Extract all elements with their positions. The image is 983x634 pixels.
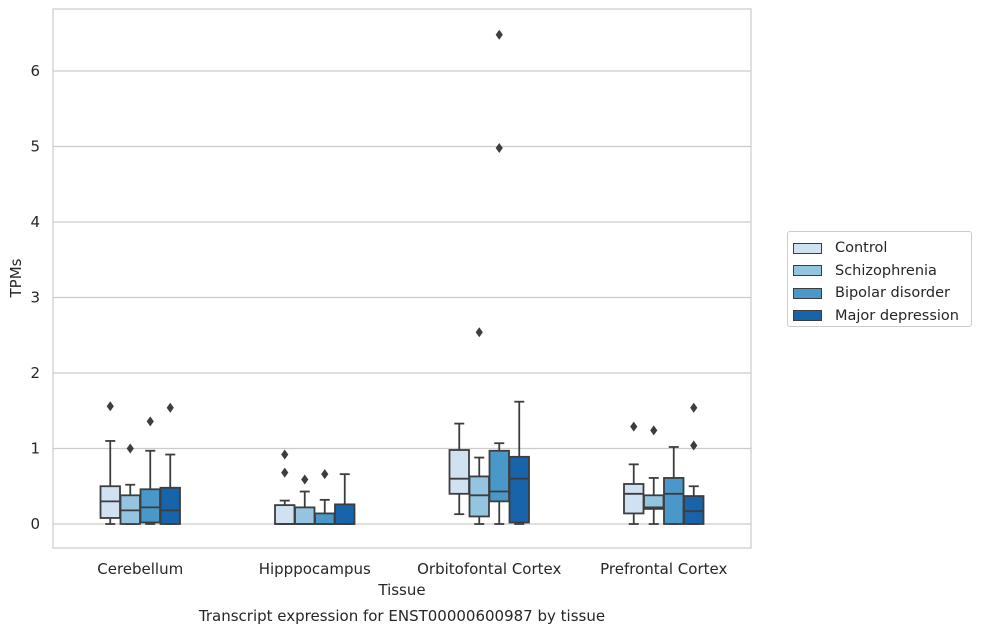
outlier-point <box>281 467 289 478</box>
outlier-point <box>495 29 503 40</box>
x-tick-label: Prefrontal Cortex <box>600 560 727 578</box>
box-group <box>274 449 296 525</box>
y-tick-label: 3 <box>30 289 40 307</box>
outlier-point <box>281 449 289 460</box>
legend-item-control: Control <box>788 237 971 260</box>
legend-item-schizophrenia: Schizophrenia <box>788 260 971 283</box>
legend-swatch <box>793 287 822 299</box>
box-group <box>99 401 121 525</box>
box <box>314 512 336 525</box>
box-group <box>314 469 336 525</box>
box-group <box>623 421 645 525</box>
x-tick-label: Orbitofontal Cortex <box>417 560 561 578</box>
outlier-point <box>126 443 134 454</box>
box <box>623 483 645 515</box>
outlier-point <box>321 469 329 480</box>
box <box>448 449 470 495</box>
box-group <box>683 402 705 525</box>
box-group <box>488 29 510 525</box>
outlier-point <box>146 416 154 427</box>
legend: Control Schizophrenia Bipolar disorder M… <box>787 231 972 327</box>
legend-item-major-depression: Major depression <box>788 305 971 328</box>
legend-label: Control <box>835 240 888 257</box>
outlier-point <box>650 425 658 436</box>
x-axis-label: Tissue <box>377 581 425 599</box>
legend-label: Bipolar disorder <box>835 285 950 302</box>
y-tick-label: 5 <box>30 138 40 156</box>
box-group <box>334 473 356 525</box>
outlier-point <box>301 474 309 485</box>
legend-label: Major depression <box>835 307 959 324</box>
box <box>683 495 705 525</box>
legend-label: Schizophrenia <box>835 262 937 279</box>
box <box>508 455 530 524</box>
box-group <box>139 416 161 525</box>
outlier-point <box>106 401 114 412</box>
box-group <box>159 402 181 525</box>
plot-frame <box>52 8 752 549</box>
x-tick-labels: Cerebellum Hipppocampus Orbitofontal Corte… <box>97 560 727 578</box>
legend-swatch <box>793 265 822 277</box>
outlier-point <box>166 402 174 413</box>
box <box>334 503 356 525</box>
chart-caption: Transcript expression for ENST0000060098… <box>198 607 606 625</box>
outlier-point <box>475 327 483 338</box>
outlier-point <box>495 143 503 154</box>
box <box>139 488 161 524</box>
y-tick-label: 6 <box>30 62 40 80</box>
box <box>294 506 316 525</box>
x-tick-label: Hipppocampus <box>259 560 371 578</box>
legend-swatch <box>793 310 822 322</box>
y-tick-label: 2 <box>30 364 40 382</box>
legend-swatch <box>793 242 822 254</box>
y-axis-label: TPMs <box>7 258 25 298</box>
x-tick-label: Cerebellum <box>97 560 183 578</box>
y-tick-labels: 0 1 2 3 4 5 6 <box>30 62 40 533</box>
y-tick-label: 0 <box>30 515 40 533</box>
box-group <box>508 400 530 525</box>
legend-item-bipolar-disorder: Bipolar disorder <box>788 282 971 305</box>
y-tick-label: 1 <box>30 440 40 458</box>
boxes <box>99 29 705 525</box>
box <box>274 504 296 525</box>
outlier-point <box>690 402 698 413</box>
box-group <box>294 474 316 525</box>
gridlines <box>53 70 751 525</box>
y-tick-label: 4 <box>30 213 40 231</box>
box-group <box>468 327 490 525</box>
box <box>488 449 510 503</box>
box <box>663 477 685 525</box>
box-group <box>663 446 685 525</box>
box-group <box>119 443 141 525</box>
box-group <box>643 425 665 525</box>
outlier-point <box>630 421 638 432</box>
box-group <box>448 422 470 516</box>
box <box>468 475 490 518</box>
box <box>159 486 181 525</box>
outlier-point <box>690 440 698 451</box>
